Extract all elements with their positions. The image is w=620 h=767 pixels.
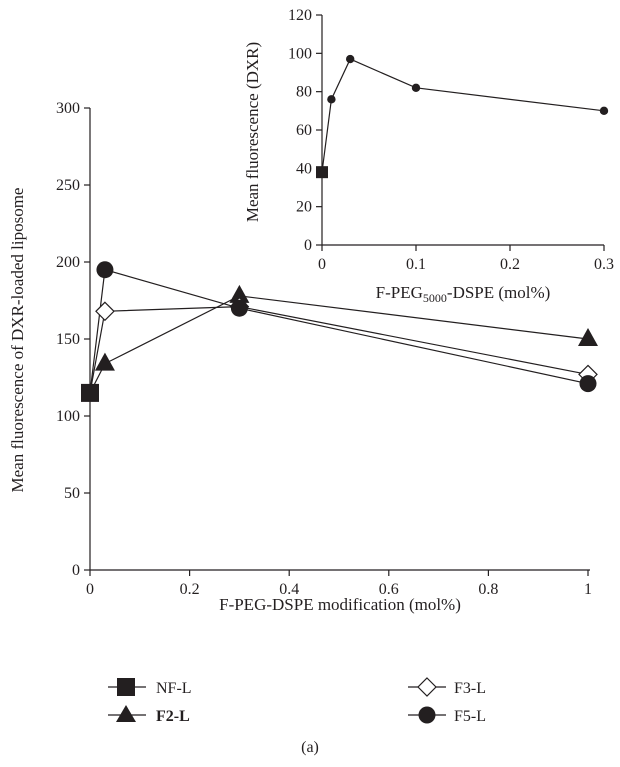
inset-y-tick-label: 100	[288, 45, 312, 62]
inset-y-tick-label: 40	[296, 160, 312, 177]
main-y-ticks: 0 50 100 150 200 250 300	[56, 100, 90, 579]
main-point-f5-l	[96, 261, 113, 278]
main-point-f5-l	[231, 300, 248, 317]
main-x-tick-label: 0.2	[180, 581, 200, 598]
inset-y-tick-label: 80	[296, 84, 312, 101]
inset-x-axis-label: F-PEG5000-DSPE (mol%)	[376, 283, 551, 305]
main-point-f5-l	[580, 375, 597, 392]
inset-point-series-0	[327, 95, 335, 103]
inset-y-tick-label: 120	[288, 7, 312, 24]
legend-label-f2-l: F2-L	[156, 708, 190, 725]
inset-point-series-0	[346, 55, 354, 63]
inset-series	[316, 55, 608, 178]
main-line-f2-l	[90, 296, 588, 393]
inset-x-ticks: 0 0.1 0.2 0.3	[318, 245, 614, 273]
inset-x-tick-label: 0	[318, 256, 326, 273]
main-point-f2-l	[578, 328, 598, 346]
main-y-tick-label: 250	[56, 177, 80, 194]
legend-item-f3-l: F3-L	[408, 678, 486, 697]
figure-caption: (a)	[301, 739, 319, 756]
inset-x-tick-label: 0.2	[500, 256, 520, 273]
legend-label-f3-l: F3-L	[454, 680, 486, 697]
legend-marker-triangle	[116, 705, 136, 722]
inset-x-tick-label: 0.1	[406, 256, 426, 273]
main-x-tick-label: 1	[584, 581, 592, 598]
inset-x-label-suffix: -DSPE (mol%)	[447, 283, 550, 302]
main-x-axis-label: F-PEG-DSPE modification (mol%)	[219, 595, 461, 614]
inset-x-label-prefix: F-PEG	[376, 283, 423, 302]
main-y-tick-label: 100	[56, 408, 80, 425]
main-point-nf-l	[81, 384, 99, 402]
legend-marker-diamond	[418, 678, 436, 696]
main-y-tick-label: 200	[56, 254, 80, 271]
legend-label-f5-l: F5-L	[454, 708, 486, 725]
inset-point-series-1	[316, 166, 328, 178]
inset-y-tick-label: 60	[296, 122, 312, 139]
legend-item-f2-l: F2-L	[108, 705, 190, 725]
main-y-tick-label: 0	[72, 562, 80, 579]
inset-point-series-0	[412, 84, 420, 92]
inset-point-series-0	[600, 107, 608, 115]
main-line-f3-l	[90, 307, 588, 393]
main-y-axis-label: Mean fluorescence of DXR-loaded liposome	[8, 188, 27, 493]
legend-marker-square	[117, 678, 135, 696]
main-y-tick-label: 300	[56, 100, 80, 117]
inset-line-series-0	[322, 59, 604, 172]
legend-item-nf-l: NF-L	[108, 678, 192, 697]
inset-y-tick-label: 0	[304, 237, 312, 254]
main-y-tick-label: 50	[64, 485, 80, 502]
inset-x-label-subscript: 5000	[423, 291, 447, 305]
legend-item-f5-l: F5-L	[408, 707, 486, 726]
main-x-tick-label: 0	[86, 581, 94, 598]
legend-label-nf-l: NF-L	[156, 680, 192, 697]
main-point-f2-l	[95, 353, 115, 371]
inset-x-tick-label: 0.3	[594, 256, 614, 273]
main-x-ticks: 0 0.2 0.4 0.6 0.8 1	[86, 570, 592, 598]
main-x-tick-label: 0.8	[478, 581, 498, 598]
legend: NF-L F2-L F3-L F5-L	[108, 678, 486, 725]
inset-y-tick-label: 20	[296, 199, 312, 216]
inset-chart: 0 20 40 60 80 100 120 0 0.1 0.2 0.3 F-PEG5000-DSP…	[243, 7, 614, 305]
inset-y-axis-label: Mean fluorescence (DXR)	[243, 42, 262, 222]
legend-marker-circle	[419, 707, 436, 724]
inset-y-ticks: 0 20 40 60 80 100 120	[288, 7, 322, 254]
main-y-tick-label: 150	[56, 331, 80, 348]
